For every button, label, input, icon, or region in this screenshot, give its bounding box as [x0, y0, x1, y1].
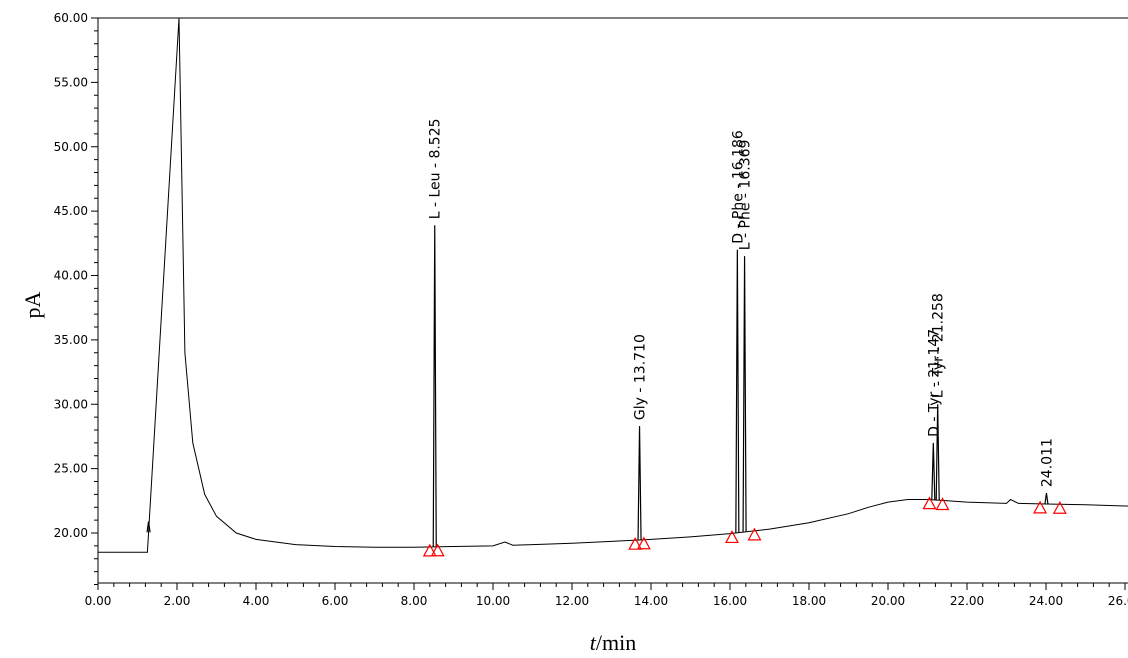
peak-injection [146, 521, 151, 533]
peak-D-Phe [735, 249, 740, 533]
x-tick-label: 2.00 [164, 594, 191, 608]
peak-label-p24: 24.011 [1039, 438, 1055, 487]
peak-labels: L - Leu - 8.525 Gly - 13.710 D - Phe - 16.… [428, 118, 1056, 487]
x-axis-ticks: 0.00 2.00 4.00 6.00 8.00 10.00 12.00 14.00 16.00… [85, 583, 1128, 608]
y-tick-label: 55.00 [54, 75, 88, 89]
y-tick-label: 50.00 [54, 140, 88, 154]
baseline-marker [922, 496, 937, 510]
peak-label-L-Leu: L - Leu - 8.525 [428, 118, 444, 219]
x-tick-label: 24.00 [1029, 594, 1063, 608]
x-tick-label: 22.00 [950, 594, 984, 608]
peak-L-Phe [742, 256, 747, 532]
baseline-marker [1052, 501, 1067, 514]
baseline-markers [422, 496, 1067, 557]
y-tick-label: 25.00 [54, 462, 88, 476]
y-tick-label: 40.00 [54, 269, 88, 283]
x-tick-label: 18.00 [792, 594, 826, 608]
x-tick-label: 4.00 [243, 594, 270, 608]
peak-label-D-Tyr: D - Tyr - 21.147 [926, 329, 942, 437]
peak-label-Gly: Gly - 13.710 [633, 334, 649, 420]
x-tick-label: 16.00 [713, 594, 747, 608]
peak-p24 [1044, 493, 1049, 505]
y-tick-label: 30.00 [54, 397, 88, 411]
x-tick-label: 10.00 [476, 594, 510, 608]
axes [97, 17, 1128, 584]
x-tick-label: 0.00 [85, 594, 112, 608]
y-tick-label: 20.00 [54, 526, 88, 540]
baseline-marker [422, 543, 437, 557]
x-tick-label: 14.00 [634, 594, 668, 608]
y-axis-ticks: 20.00 25.00 30.00 35.00 40.00 45.00 50.00 55.00… [54, 11, 98, 585]
y-axis-title: pA [20, 291, 45, 318]
baseline-marker [628, 536, 643, 550]
y-tick-label: 60.00 [54, 11, 88, 25]
signal-trace [98, 17, 1128, 553]
peak-Gly [637, 426, 642, 541]
baseline-marker [935, 497, 950, 511]
x-axis-title-unit: /min [596, 630, 636, 655]
x-tick-label: 8.00 [401, 594, 428, 608]
x-tick-label: 26.00 [1108, 594, 1128, 608]
x-axis-title-italic: t [590, 630, 597, 655]
x-tick-label: 20.00 [871, 594, 905, 608]
peak-label-L-Phe: L - Phe - 16.369 [738, 140, 754, 251]
peak-label-D-Phe: D - Phe - 16.186 [730, 130, 746, 244]
x-tick-label: 12.00 [555, 594, 589, 608]
y-tick-label: 45.00 [54, 204, 88, 218]
x-tick-label: 6.00 [322, 594, 349, 608]
peaks [146, 225, 1049, 547]
x-axis-title: t/min [590, 630, 636, 655]
y-tick-label: 35.00 [54, 333, 88, 347]
baseline-marker [724, 530, 739, 544]
peak-D-Tyr [931, 442, 936, 500]
baseline-marker [430, 543, 445, 557]
peak-L-Tyr [935, 404, 940, 501]
baseline-marker [747, 527, 762, 541]
baseline-marker [1033, 500, 1048, 514]
baseline-marker [636, 536, 651, 550]
peak-label-L-Tyr: L - Tyr - 21.258 [931, 293, 947, 398]
peak-L-Leu [432, 225, 437, 547]
